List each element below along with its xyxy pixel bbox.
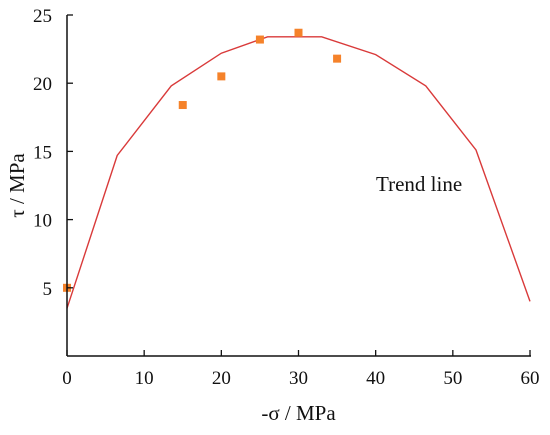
x-tick-label: 50 — [443, 368, 462, 389]
x-tick-label: 10 — [135, 368, 154, 389]
y-axis-title: τ / MPa — [5, 153, 29, 218]
data-point — [255, 35, 264, 44]
y-ticks: 5 10 15 20 25 — [33, 6, 73, 300]
trend-line — [66, 36, 531, 309]
y-tick-label: 15 — [33, 142, 52, 163]
x-tick-label: 40 — [366, 368, 385, 389]
x-tick-label: 60 — [521, 368, 540, 389]
data-point — [217, 72, 226, 81]
x-axis-title: -σ / MPa — [261, 401, 336, 425]
trend-line-annotation: Trend line — [376, 172, 462, 196]
data-point — [333, 54, 342, 63]
y-tick-label: 20 — [33, 74, 52, 95]
data-point — [294, 28, 303, 37]
x-tick-label: 20 — [212, 368, 231, 389]
x-tick-label: 0 — [62, 368, 72, 389]
y-tick-label: 25 — [33, 6, 52, 27]
x-ticks: 0 10 20 30 40 50 60 — [62, 350, 540, 389]
data-point — [178, 101, 187, 110]
y-tick-label: 5 — [43, 279, 53, 300]
trend-line-layer — [66, 36, 531, 309]
y-tick-label: 10 — [33, 211, 52, 232]
data-points-layer — [63, 28, 342, 292]
x-tick-label: 30 — [289, 368, 308, 389]
